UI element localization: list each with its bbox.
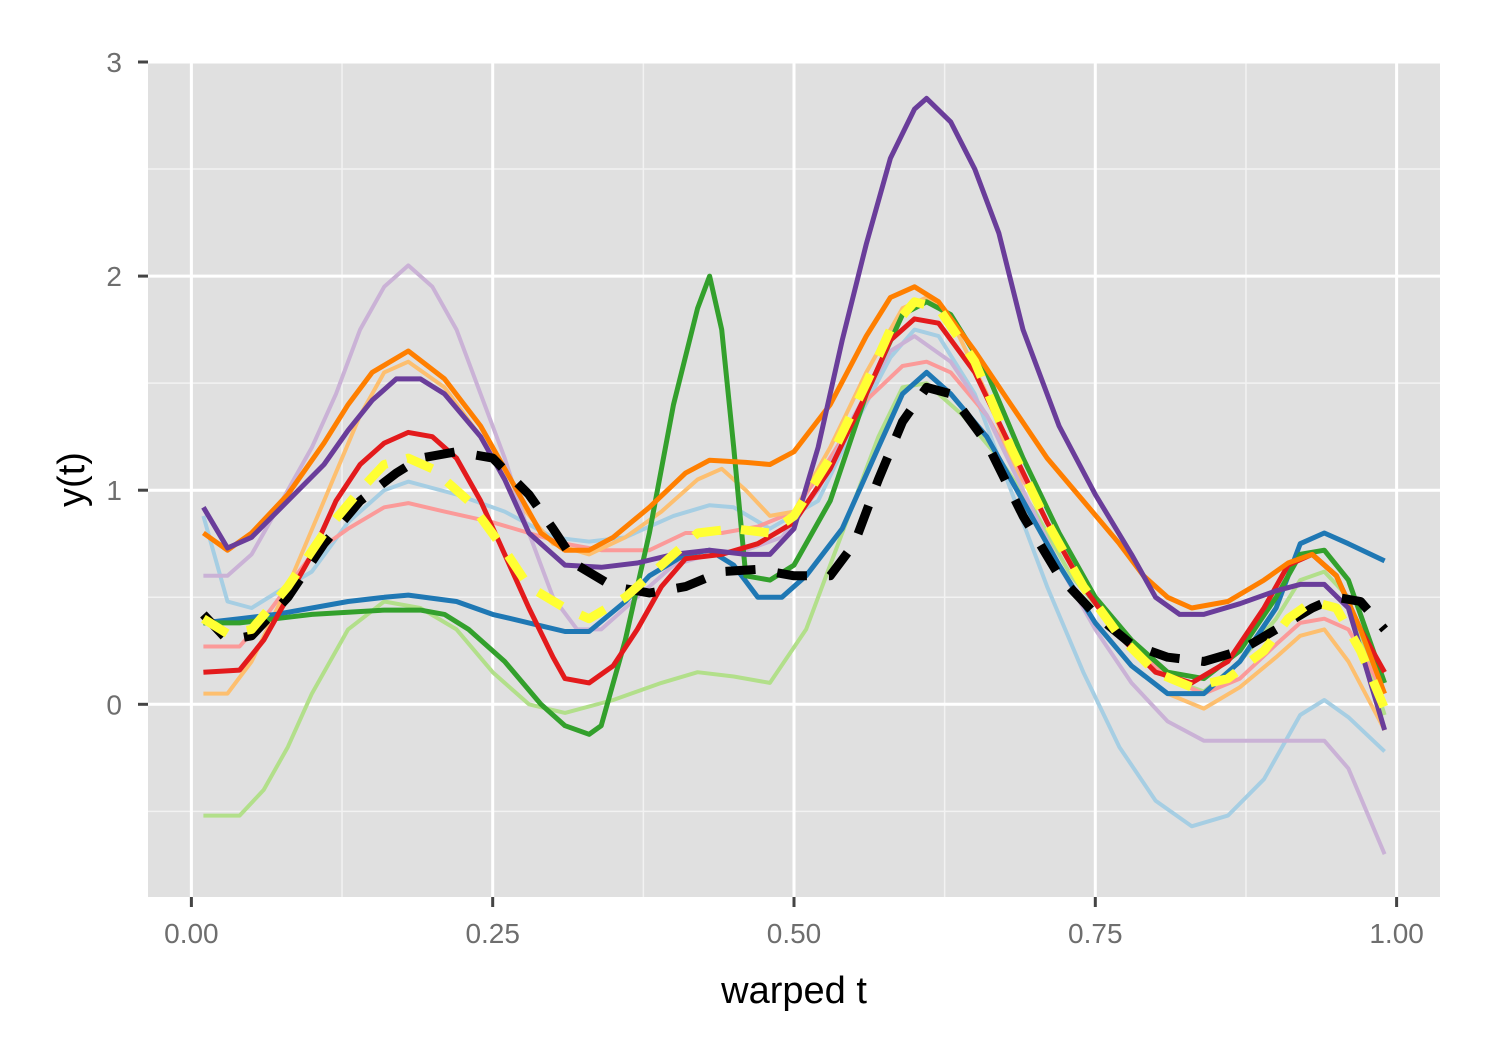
y-axis-title: y(t) (51, 452, 93, 507)
y-tick-label: 2 (106, 261, 122, 292)
y-tick-label: 3 (106, 47, 122, 78)
series-line-7 (203, 273, 1387, 737)
series-line-12 (201, 297, 1389, 711)
x-tick-label: 0.50 (767, 918, 822, 949)
series-line-4 (203, 295, 1387, 731)
x-tick-labels: 0.00 0.25 0.50 0.75 1.00 (164, 918, 1424, 949)
series-line-1 (201, 327, 1386, 829)
series-line-11 (200, 382, 1389, 666)
x-tick-label: 0.25 (465, 918, 520, 949)
series-line-10 (201, 95, 1387, 731)
y-tick-label: 0 (106, 689, 122, 720)
x-tick-label: 1.00 (1369, 918, 1424, 949)
series-layer (200, 95, 1389, 855)
axis-ticks (138, 60, 1399, 907)
series-line-6 (203, 369, 1386, 697)
x-tick-label: 0.75 (1068, 918, 1123, 949)
series-line-9 (201, 284, 1387, 695)
x-axis-title: warped t (720, 970, 867, 1012)
x-tick-label: 0.00 (164, 918, 219, 949)
y-tick-label: 1 (106, 475, 122, 506)
y-tick-labels: 0 1 2 3 (106, 47, 122, 720)
major-grid (148, 60, 1440, 897)
